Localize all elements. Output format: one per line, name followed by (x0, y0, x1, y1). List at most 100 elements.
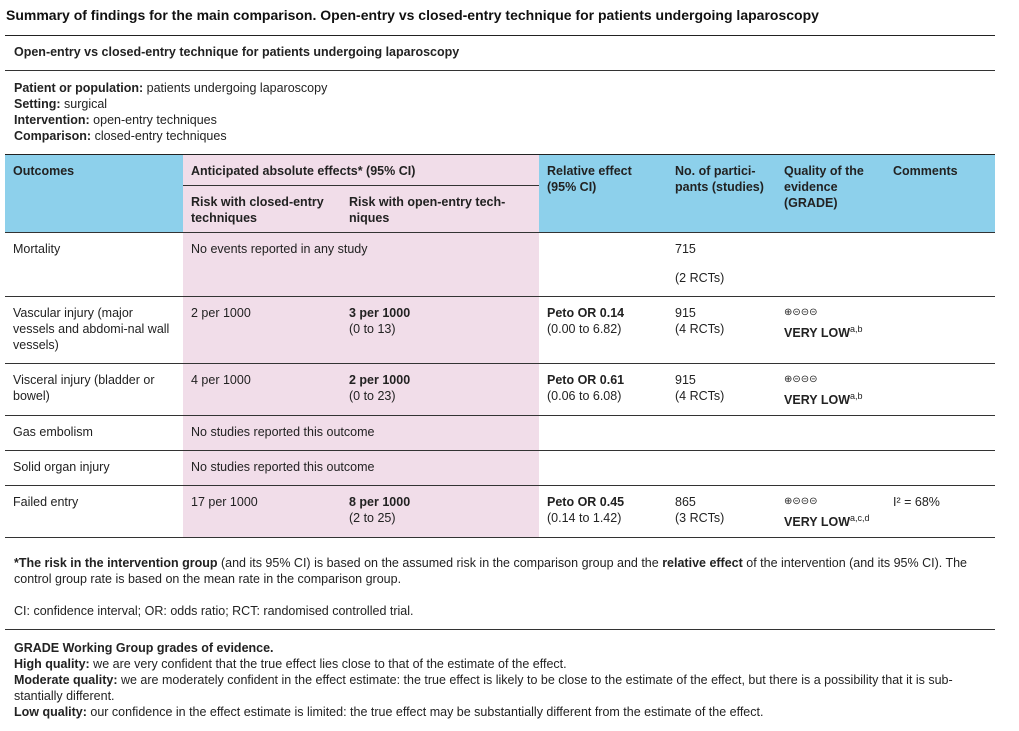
participants-cell: 865 (3 RCTs) (667, 485, 777, 538)
moderate-quality-text: we are moderately confident in the effec… (14, 673, 953, 703)
header-row: Outcomes Anticipated absolute effects* (… (5, 154, 996, 233)
header-relative: Relative effect (95% CI) (539, 154, 668, 233)
risk-footnote-text: (and its 95% CI) is based on the assumed… (217, 556, 663, 570)
outcome-cell: Visceral injury (bladder or bowel) (5, 363, 183, 416)
table-row: Failed entry 17 per 1000 8 per 1000 (2 to… (5, 485, 996, 538)
risk-open-ci: (0 to 23) (349, 389, 396, 403)
merged-effect-cell: No events reported in any study (183, 232, 540, 297)
header-outcomes: Outcomes (5, 154, 183, 233)
participants-cell (667, 415, 777, 451)
merged-effect-cell: No studies reported this outcome (183, 450, 540, 486)
grade-footnote: a,c,d (850, 513, 870, 523)
moderate-quality-label: Moderate quality: (14, 673, 118, 687)
risk-open-ci: (2 to 25) (349, 511, 396, 525)
low-quality-text: our confidence in the effect estimate is… (86, 705, 764, 719)
comparison-label: Comparison: (14, 129, 92, 143)
risk-open-cell: 2 per 1000 (0 to 23) (341, 363, 540, 416)
setting-label: Setting: (14, 97, 61, 111)
participants-value: 915 (675, 306, 696, 320)
participants-value: 915 (675, 373, 696, 387)
relative-cell: Peto OR 0.61 (0.06 to 6.08) (539, 363, 668, 416)
comment-cell (885, 450, 996, 486)
header-risk-open: Risk with open-entry tech-niques (341, 185, 540, 233)
comparison-value: closed-entry techniques (91, 129, 227, 143)
risk-footnote-text: of the intervention (and its 95% CI). Th… (14, 556, 967, 586)
quality-cell: ⊕⊝⊝⊝ VERY LOWa,b (776, 363, 886, 416)
participants-cell: 715 (2 RCTs) (667, 232, 777, 297)
header-participants: No. of partici-pants (studies) (667, 154, 777, 233)
quality-cell (776, 415, 886, 451)
risk-footnote: *The risk in the intervention group (and… (14, 555, 989, 587)
abbreviations-footnote: CI: confidence interval; OR: odds ratio;… (14, 604, 414, 618)
relative-cell (539, 450, 668, 486)
outcome-cell: Vascular injury (major vessels and abdom… (5, 296, 183, 364)
risk-closed-cell: 17 per 1000 (183, 485, 341, 538)
risk-footnote-bold: *The risk in the intervention group (14, 556, 218, 570)
comment-cell (885, 363, 996, 416)
table-row: Gas embolism No studies reported this ou… (5, 415, 996, 451)
quality-cell (776, 450, 886, 486)
relative-value: Peto OR 0.14 (547, 306, 625, 320)
table-row: Vascular injury (major vessels and abdom… (5, 296, 996, 364)
grade-label: VERY LOW (784, 393, 850, 408)
comment-cell (885, 296, 996, 364)
grade-symbols: ⊕⊝⊝⊝ (784, 496, 818, 507)
patient-value: patients undergoing laparoscopy (143, 81, 328, 95)
divider (5, 629, 995, 630)
patient-label: Patient or population: (14, 81, 144, 95)
outcome-cell: Solid organ injury (5, 450, 183, 486)
participants-value: 715 (675, 242, 696, 256)
risk-open-cell: 3 per 1000 (0 to 13) (341, 296, 540, 364)
participants-cell (667, 450, 777, 486)
divider (5, 70, 995, 71)
risk-open-ci: (0 to 13) (349, 322, 396, 336)
studies-value: (4 RCTs) (675, 389, 725, 403)
table-row: Solid organ injury No studies reported t… (5, 450, 996, 486)
risk-open-value: 3 per 1000 (349, 306, 411, 320)
intervention-label: Intervention: (14, 113, 90, 127)
risk-open-value: 8 per 1000 (349, 495, 411, 509)
comment-cell (885, 415, 996, 451)
setting-value: surgical (60, 97, 108, 111)
relative-ci: (0.00 to 6.82) (547, 322, 622, 336)
findings-table: Outcomes Anticipated absolute effects* (… (5, 154, 996, 538)
outcome-cell: Gas embolism (5, 415, 183, 451)
header-anticipated: Anticipated absolute effects* (95% CI) (183, 154, 540, 186)
grade-footnote: a,b (850, 324, 863, 334)
header-quality: Quality of the evidence (GRADE) (776, 154, 886, 233)
relative-cell (539, 415, 668, 451)
grade-footnote: a,b (850, 391, 863, 401)
table-row: Mortality No events reported in any stud… (5, 232, 996, 297)
relative-cell: Peto OR 0.45 (0.14 to 1.42) (539, 485, 668, 538)
outcome-cell: Mortality (5, 232, 183, 297)
participants-value: 865 (675, 495, 696, 509)
relative-cell (539, 232, 668, 297)
relative-value: Peto OR 0.61 (547, 373, 625, 387)
risk-open-value: 2 per 1000 (349, 373, 411, 387)
participants-cell: 915 (4 RCTs) (667, 363, 777, 416)
risk-closed-cell: 4 per 1000 (183, 363, 341, 416)
grade-footnote-block: GRADE Working Group grades of evidence. … (14, 640, 989, 720)
risk-closed-cell: 2 per 1000 (183, 296, 341, 364)
quality-cell: ⊕⊝⊝⊝ VERY LOWa,b (776, 296, 886, 364)
header-comments: Comments (885, 154, 996, 233)
page-title: Summary of findings for the main compari… (6, 7, 819, 23)
grade-symbols: ⊕⊝⊝⊝ (784, 374, 818, 385)
grade-label: VERY LOW (784, 515, 850, 530)
relative-cell: Peto OR 0.14 (0.00 to 6.82) (539, 296, 668, 364)
quality-cell (776, 232, 886, 297)
participants-cell: 915 (4 RCTs) (667, 296, 777, 364)
high-quality-text: we are very confident that the true effe… (89, 657, 567, 671)
grade-title: GRADE Working Group grades of evidence. (14, 641, 274, 655)
grade-label: VERY LOW (784, 326, 850, 341)
grade-symbols: ⊕⊝⊝⊝ (784, 307, 818, 318)
risk-open-cell: 8 per 1000 (2 to 25) (341, 485, 540, 538)
comment-cell (885, 232, 996, 297)
intervention-value: open-entry techniques (89, 113, 217, 127)
low-quality-label: Low quality: (14, 705, 87, 719)
studies-value: (3 RCTs) (675, 511, 725, 525)
studies-value: (4 RCTs) (675, 322, 725, 336)
table-subtitle: Open-entry vs closed-entry technique for… (14, 45, 460, 59)
studies-value: (2 RCTs) (675, 271, 725, 285)
